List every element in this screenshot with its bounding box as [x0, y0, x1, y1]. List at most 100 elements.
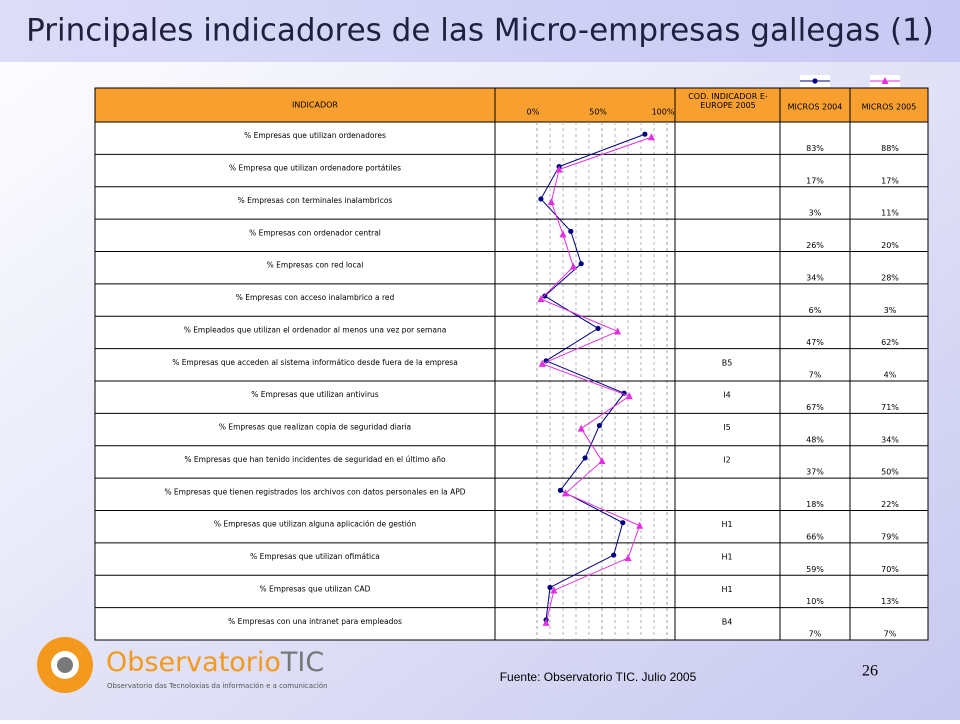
point [647, 133, 655, 141]
point [547, 584, 553, 591]
indicator: % Empresas con acceso inalambrico a red [236, 293, 395, 302]
point [595, 325, 601, 332]
indicator: % Empresas que utilizan ofimática [250, 552, 380, 561]
value-label: 3% [884, 306, 897, 315]
code: H1 [721, 553, 732, 562]
code: I4 [723, 391, 730, 400]
logo-name: ObservatorioTIC [106, 647, 324, 678]
indicator: % Empleados que utilizan el ordenador al… [184, 325, 447, 334]
value-label: 22% [881, 500, 899, 509]
code: B4 [722, 617, 733, 626]
value-label: 37% [806, 468, 824, 477]
x-tick-label: 50% [589, 108, 607, 117]
x-tick-label: 0% [527, 108, 540, 117]
point [569, 262, 577, 270]
indicator: % Empresa que utilizan ordenadore portát… [229, 164, 401, 173]
point [559, 230, 567, 238]
value-label: 26% [806, 241, 824, 250]
code: I2 [723, 455, 730, 464]
point [598, 456, 606, 464]
value-label: 62% [881, 338, 899, 347]
value-label: 18% [806, 500, 824, 509]
value-label: 10% [806, 597, 824, 606]
indicator: % Empresas que utilizan CAD [260, 584, 371, 593]
value-label: 71% [881, 403, 899, 412]
col-header-2005: MICROS 2005 [862, 103, 917, 112]
value-label: 79% [881, 532, 899, 541]
point [538, 359, 546, 367]
indicator: % Empresas que realizan copia de segurid… [219, 423, 411, 432]
point [636, 521, 644, 529]
code: H1 [721, 520, 732, 529]
value-label: 88% [881, 144, 899, 153]
value-label: 48% [806, 435, 824, 444]
value-label: 34% [881, 435, 899, 444]
value-label: 4% [884, 371, 897, 380]
value-label: 50% [881, 468, 899, 477]
value-label: 67% [806, 403, 824, 412]
point [624, 554, 632, 562]
point [611, 552, 617, 558]
col-header-2004: MICROS 2004 [788, 103, 843, 112]
indicator: % Empresas que utilizan antivirus [251, 390, 379, 399]
indicator: % Empresas que han tenido incidentes de … [184, 455, 446, 464]
value-label: 47% [806, 338, 824, 347]
point [542, 293, 548, 299]
indicator: % Empresas con una intranet para emplead… [228, 617, 402, 626]
indicator-header: INDICADOR [292, 101, 338, 110]
value-label: 59% [806, 565, 824, 574]
title: Principales indicadores de las Micro-emp… [26, 13, 934, 49]
x-tick-label: 100% [652, 108, 675, 117]
point [562, 489, 570, 497]
point [555, 165, 563, 173]
logo-subtitle: Observatorio das Tecnoloxías da informac… [107, 682, 328, 690]
value-label: 17% [881, 176, 899, 185]
value-label: 20% [881, 241, 899, 250]
indicator: % Empresas que utilizan ordenadores [244, 131, 386, 140]
value-label: 7% [809, 371, 822, 380]
indicator: % Empresas que utilizan alguna aplicació… [214, 520, 417, 529]
value-label: 70% [881, 565, 899, 574]
source: Fuente: Observatorio TIC. Julio 2005 [500, 670, 697, 684]
point [542, 618, 550, 626]
indicator: % Empresas con red local [267, 261, 364, 270]
code: I5 [723, 423, 730, 432]
table: INDICADOR COD. INDICADOR E-EUROPE 2005 M… [94, 87, 929, 123]
value-label: 11% [881, 209, 899, 218]
point [538, 196, 544, 202]
page-number: 26 [862, 663, 878, 680]
point [614, 327, 622, 335]
series-line [540, 136, 652, 623]
indicator: % Empresas que tienen registrados los ar… [164, 487, 465, 496]
point [582, 455, 588, 461]
point [577, 424, 585, 432]
point [537, 295, 545, 303]
legend-marker [812, 78, 818, 84]
logo-core [57, 657, 73, 673]
code-header-box: COD. INDICADOR E-EUROPE 2005 [688, 92, 768, 110]
value-label: 17% [806, 176, 824, 185]
point [578, 261, 584, 267]
code: H1 [721, 585, 732, 594]
point [557, 487, 564, 493]
indicator: % Empresas con terminales inalambricos [238, 196, 393, 205]
point [620, 520, 626, 526]
indicator: % Empresas que acceden al sistema inform… [172, 358, 458, 367]
value-label: 13% [881, 597, 899, 606]
value-label: 66% [806, 532, 824, 541]
value-label: 83% [806, 144, 824, 153]
logo: ObservatorioTIC Observatorio das Tecnolo… [37, 637, 328, 693]
point [568, 228, 574, 234]
point [596, 422, 603, 429]
value-label: 7% [884, 630, 897, 639]
indicator: % Empresas con ordenador central [249, 228, 381, 237]
logo-name-b: TIC [280, 647, 324, 678]
code-header: COD. INDICADOR E-EUROPE 2005 [688, 92, 768, 110]
value-label: 3% [809, 209, 822, 218]
value-label: 6% [809, 306, 822, 315]
value-label: 34% [806, 273, 824, 282]
value-label: 28% [881, 273, 899, 282]
legend-marker [881, 77, 889, 84]
code: B5 [722, 358, 733, 367]
